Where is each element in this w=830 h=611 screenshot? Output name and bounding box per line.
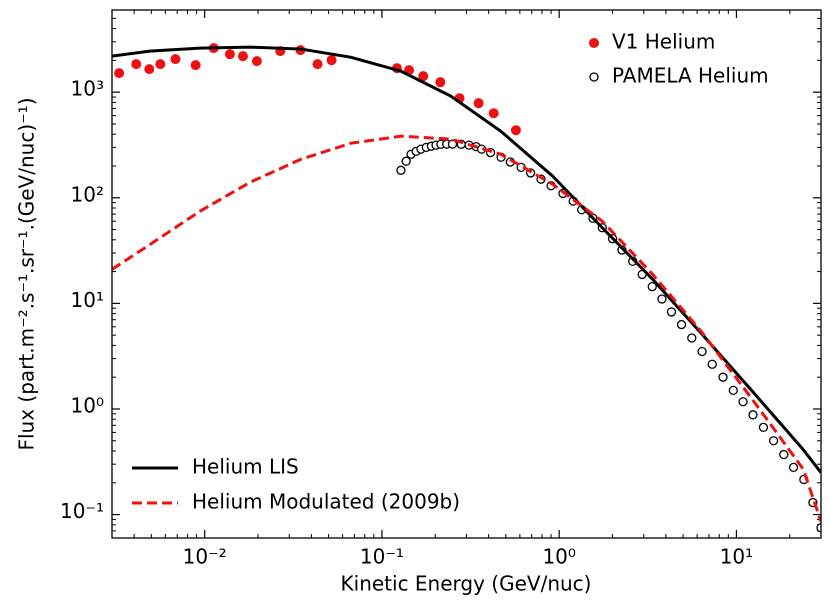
data-point: [748, 410, 758, 420]
y-tick-label: 10¹: [71, 288, 104, 312]
x-axis-label: Kinetic Energy (GeV/nuc): [341, 572, 592, 596]
data-point: [728, 385, 738, 396]
plot-area: [112, 43, 821, 533]
data-point: [666, 307, 677, 317]
data-point: [396, 165, 406, 175]
legend-label: Helium Modulated (2009b): [192, 490, 460, 514]
x-tick-label: 10⁰: [542, 545, 575, 569]
data-point: [170, 54, 181, 65]
data-point: [418, 71, 429, 82]
y-tick-label: 10⁻¹: [60, 499, 104, 523]
data-point: [447, 139, 458, 149]
series-line: [112, 134, 821, 522]
legend-marker: [589, 38, 599, 48]
x-tick-label: 10⁻²: [183, 545, 227, 569]
data-point: [788, 462, 799, 473]
data-point: [816, 523, 821, 533]
plot-frame: [111, 9, 822, 539]
data-point: [131, 59, 142, 70]
data-point: [676, 319, 687, 330]
data-point: [190, 60, 201, 71]
data-point: [657, 294, 667, 304]
data-point: [312, 59, 323, 70]
data-point: [473, 98, 484, 109]
legend-label: Helium LIS: [192, 455, 299, 479]
y-tick-label: 10²: [71, 182, 104, 206]
data-point: [326, 55, 337, 66]
data-point: [647, 281, 657, 292]
y-tick-label: 10⁰: [71, 393, 104, 417]
legend-label: PAMELA Helium: [612, 64, 769, 88]
data-point: [758, 422, 769, 432]
data-point: [401, 156, 411, 166]
data-point: [435, 77, 446, 88]
series-line: [112, 45, 821, 474]
x-tick-label: 10¹: [720, 545, 753, 569]
data-point: [144, 64, 155, 75]
y-axis-label: Flux (part.m⁻².s⁻¹.sr⁻¹.(GeV/nuc)⁻¹): [15, 98, 39, 451]
legend-marker: [589, 72, 599, 82]
data-point: [488, 108, 499, 119]
data-point: [707, 359, 717, 369]
data-point: [237, 51, 248, 62]
data-point: [687, 333, 697, 343]
data-point: [718, 372, 728, 382]
data-point: [114, 68, 125, 79]
data-point: [768, 436, 779, 446]
data-point: [224, 49, 235, 60]
data-point: [697, 346, 707, 357]
y-tick-label: 10³: [71, 77, 104, 101]
data-point: [251, 56, 262, 67]
data-point: [738, 397, 748, 407]
data-point: [779, 449, 789, 460]
legend-label: V1 Helium: [612, 30, 715, 54]
data-point: [155, 59, 166, 70]
x-tick-label: 10⁻¹: [360, 545, 404, 569]
data-point: [510, 125, 521, 136]
